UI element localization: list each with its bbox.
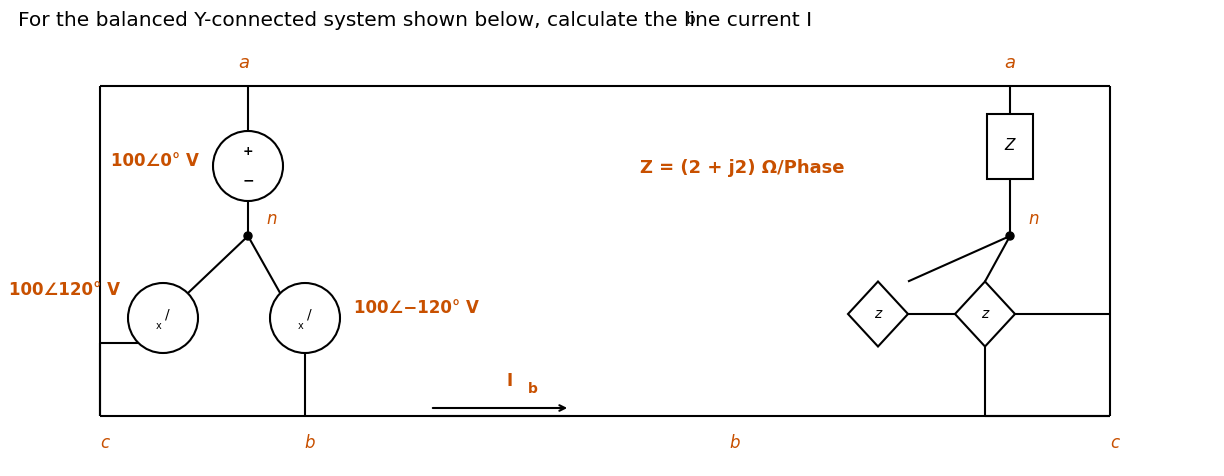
Text: For the balanced Y-connected system shown below, calculate the line current I: For the balanced Y-connected system show… [18, 11, 813, 30]
Text: c: c [1110, 434, 1120, 452]
Text: z: z [874, 307, 881, 321]
Text: 100∠0° V: 100∠0° V [111, 152, 200, 170]
Text: n: n [266, 210, 277, 228]
Text: b: b [528, 382, 537, 396]
Circle shape [129, 283, 198, 353]
Text: x: x [299, 321, 304, 331]
Text: +: + [242, 145, 253, 158]
Text: n: n [1028, 210, 1038, 228]
Text: a: a [1005, 54, 1016, 72]
Text: x: x [157, 321, 162, 331]
Bar [987, 113, 1033, 178]
Polygon shape [848, 281, 908, 347]
Text: −: − [242, 174, 253, 188]
Text: Z = (2 + j2) Ω/Phase: Z = (2 + j2) Ω/Phase [640, 159, 845, 177]
Circle shape [271, 283, 340, 353]
Text: /: / [307, 307, 311, 321]
Text: b: b [305, 434, 316, 452]
Text: I: I [507, 372, 513, 390]
Circle shape [213, 131, 283, 201]
Text: c: c [100, 434, 110, 452]
Polygon shape [955, 281, 1015, 347]
Text: Z: Z [1005, 139, 1015, 153]
Text: 100∠−120° V: 100∠−120° V [354, 299, 479, 317]
Text: /: / [165, 307, 169, 321]
Text: b: b [730, 434, 741, 452]
Circle shape [244, 232, 252, 240]
Text: z: z [982, 307, 989, 321]
Circle shape [1006, 232, 1013, 240]
Text: 100∠120° V: 100∠120° V [9, 281, 120, 299]
Text: b: b [685, 12, 695, 27]
Text: a: a [239, 54, 250, 72]
